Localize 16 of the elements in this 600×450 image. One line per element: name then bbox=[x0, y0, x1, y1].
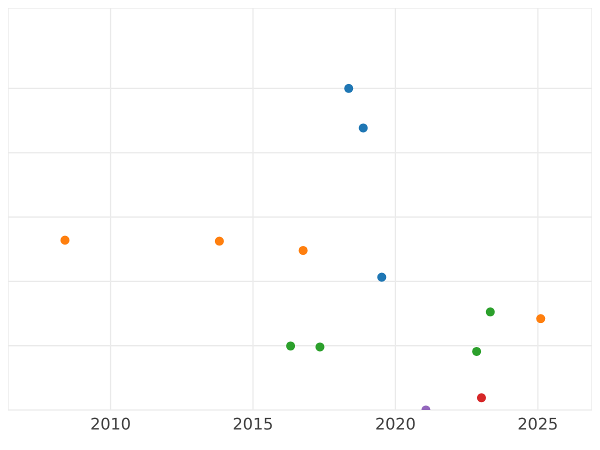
point bbox=[315, 342, 324, 352]
point bbox=[60, 236, 70, 245]
x-tick-label: 2010 bbox=[90, 414, 131, 434]
point bbox=[472, 346, 482, 356]
point bbox=[214, 236, 224, 246]
point bbox=[298, 246, 308, 255]
point bbox=[286, 341, 296, 351]
x-tick-label: 2025 bbox=[518, 414, 558, 434]
point bbox=[486, 307, 495, 316]
point bbox=[476, 393, 486, 402]
point bbox=[536, 314, 546, 324]
x-tick-label: 2020 bbox=[375, 414, 416, 434]
point bbox=[358, 123, 368, 132]
x-tick-label: 2015 bbox=[232, 414, 274, 434]
point bbox=[344, 84, 354, 93]
point bbox=[377, 272, 386, 282]
